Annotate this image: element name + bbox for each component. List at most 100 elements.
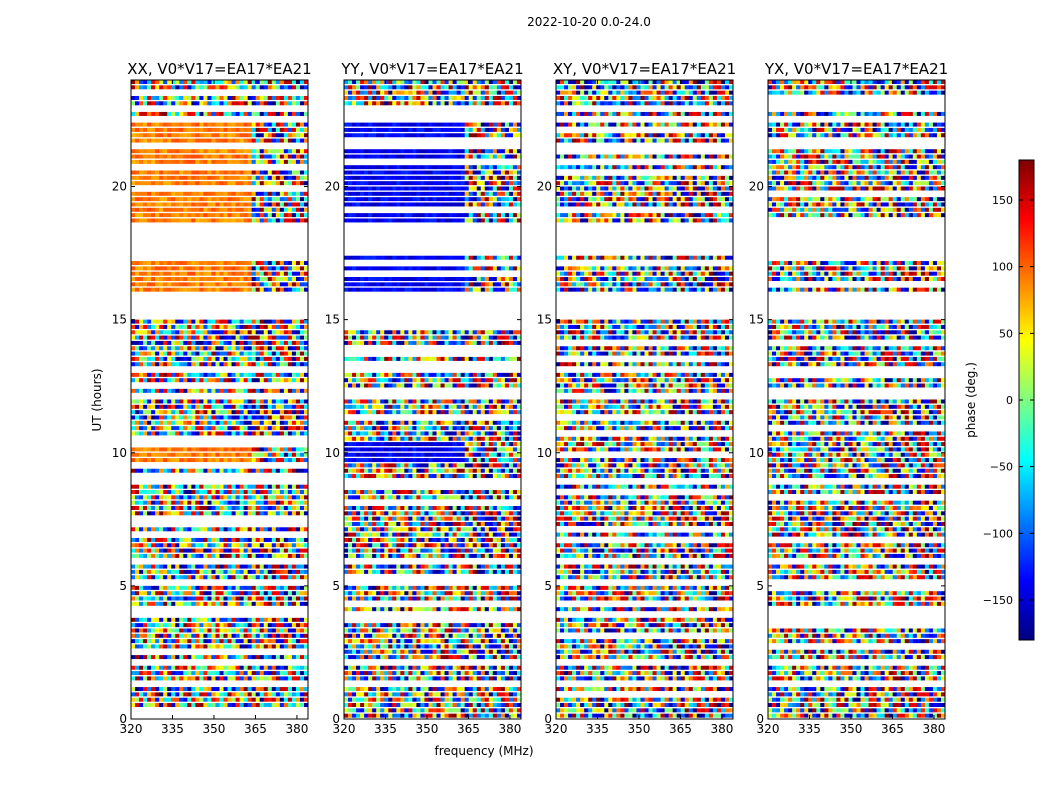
heatmap-cell [167,133,172,138]
heatmap-cell [211,202,216,207]
heatmap-cell [412,516,417,521]
heatmap-cell [295,447,301,452]
heatmap-cell [480,713,486,718]
heatmap-cell [400,644,405,649]
heatmap-cell [179,356,184,361]
heatmap-cell [139,553,144,558]
heatmap-cell [183,202,188,207]
heatmap-cell [263,287,269,292]
heatmap-cell [516,633,522,638]
heatmap-cell [291,676,297,681]
heatmap-cell [183,399,188,404]
heatmap-cell [223,575,228,580]
heatmap-cell [183,537,188,542]
heatmap-cell [460,596,465,601]
heatmap-cell [203,569,208,574]
heatmap-cell [159,335,164,340]
heatmap-cell [303,213,309,218]
heatmap-cell [159,543,164,548]
heatmap-cell [275,277,281,282]
heatmap-cell [279,388,285,393]
heatmap-cell [259,633,265,638]
heatmap-cell [444,569,449,574]
heatmap-cell [255,197,261,202]
heatmap-cell [155,623,160,628]
heatmap-cell [191,277,196,282]
heatmap-cell [171,543,176,548]
heatmap-cell [159,85,164,90]
heatmap-cell [227,80,232,84]
heatmap-cell [163,447,168,452]
heatmap-cell [416,532,421,537]
heatmap-cell [512,687,518,692]
heatmap-cell [279,138,285,143]
heatmap-cell [247,378,252,383]
heatmap-cell [356,537,361,542]
heatmap-cell [231,692,236,697]
heatmap-cell [516,569,522,574]
heatmap-cell [360,607,365,612]
heatmap-cell [183,213,188,218]
heatmap-cell [131,543,136,548]
heatmap-cell [143,548,148,553]
heatmap-cell [352,521,357,526]
heatmap-cell [195,111,200,116]
heatmap-cell [392,633,397,638]
heatmap-cell [235,266,240,271]
heatmap-cell [512,553,518,558]
heatmap-cell [279,484,285,489]
heatmap-cell [267,362,273,367]
heatmap-cell [275,85,281,90]
heatmap-cell [227,591,232,596]
heatmap-cell [151,346,156,351]
heatmap-cell [219,639,224,644]
heatmap-cell [295,207,301,212]
heatmap-cell [171,537,176,542]
heatmap-cell [163,676,168,681]
heatmap-cell [456,628,461,633]
heatmap-cell [364,511,369,516]
heatmap-cell [191,468,196,473]
heatmap-cell [179,207,184,212]
heatmap-cell [219,500,224,505]
heatmap-cell [159,490,164,495]
heatmap-cell [247,340,252,345]
heatmap-cell [135,575,140,580]
heatmap-cell [279,676,285,681]
heatmap-cell [175,202,180,207]
heatmap-cell [283,671,289,676]
heatmap-cell [448,708,453,713]
heatmap-cell [360,532,365,537]
heatmap-cell [452,511,457,516]
heatmap-cell [496,639,502,644]
heatmap-cell [219,447,224,452]
heatmap-cell [199,362,204,367]
heatmap-cell [139,362,144,367]
heatmap-cell [227,388,232,393]
heatmap-cell [187,431,192,436]
x-tick-label: 335 [161,722,184,736]
heatmap-cell [247,697,252,702]
heatmap-cell [408,676,413,681]
heatmap-cell [155,468,160,473]
heatmap-cell [295,420,301,425]
heatmap-cell [255,596,261,601]
heatmap-cell [159,655,164,660]
heatmap-cell [239,133,244,138]
heatmap-cell [131,703,136,708]
heatmap-cell [303,527,309,532]
heatmap-cell [247,495,252,500]
heatmap-cell [223,154,228,159]
heatmap-cell [255,687,261,692]
heatmap-cell [432,687,437,692]
heatmap-cell [299,527,305,532]
heatmap-cell [400,649,405,654]
heatmap-cell [207,159,212,164]
heatmap-cell [131,335,136,340]
heatmap-cell [183,527,188,532]
heatmap-cell [392,511,397,516]
heatmap-cell [255,277,261,282]
heatmap-cell [247,346,252,351]
heatmap-cell [295,431,301,436]
heatmap-cell [283,111,289,116]
